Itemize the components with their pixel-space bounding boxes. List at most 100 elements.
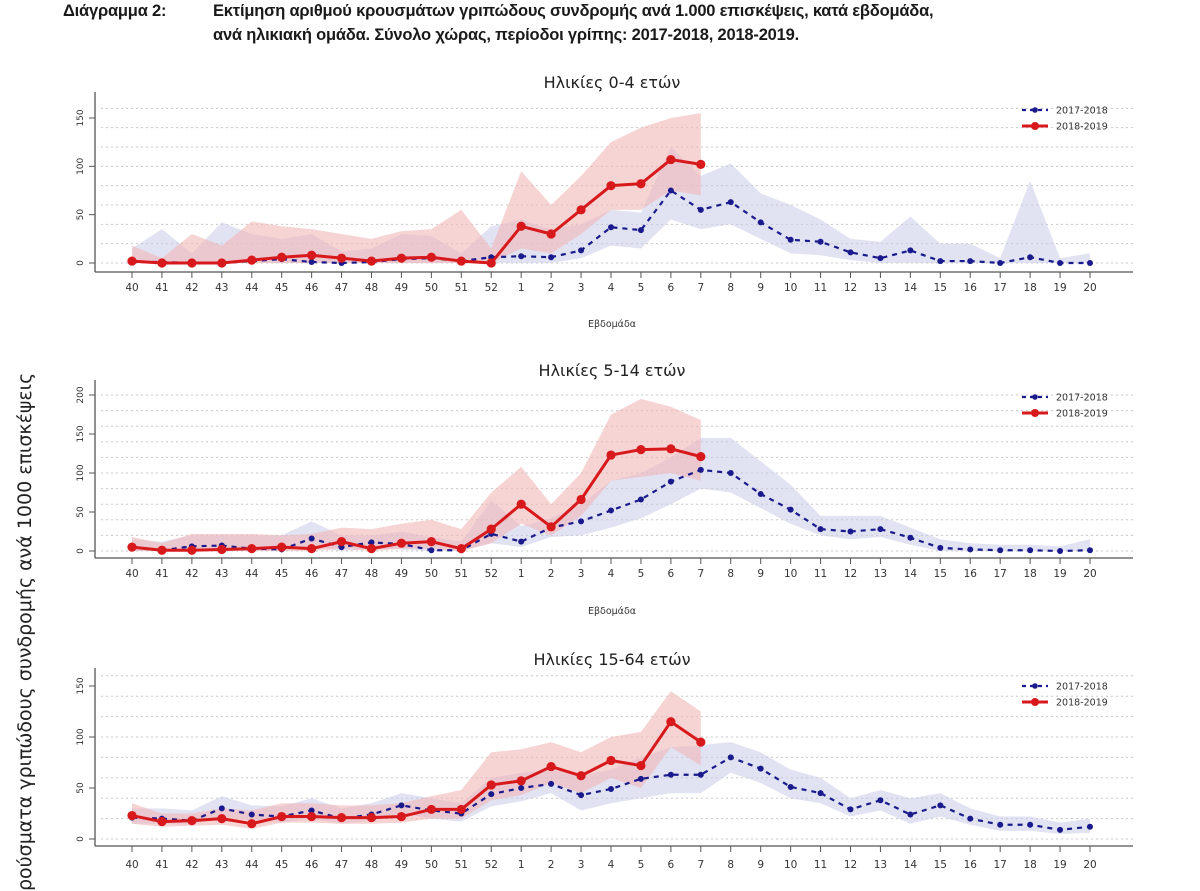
x-tick-label: 3 (578, 859, 585, 871)
data-point-2018-2019 (696, 159, 706, 169)
x-tick-label: 45 (275, 282, 288, 294)
x-tick-label: 18 (1023, 282, 1036, 294)
x-tick-label: 13 (874, 859, 887, 871)
data-point-2018-2019 (217, 814, 227, 824)
data-point-2017-2018 (847, 528, 854, 535)
legend-label: 2017-2018 (1056, 106, 1108, 117)
y-tick-label: 100 (76, 157, 86, 174)
x-tick-label: 5 (638, 859, 645, 871)
chart-title: Ηλικίες 5-14 ετών (539, 361, 686, 380)
x-tick-label: 11 (814, 282, 827, 294)
data-point-2018-2019 (486, 258, 496, 268)
x-tick-label: 13 (874, 282, 887, 294)
x-tick-label: 3 (578, 568, 585, 580)
x-tick-label: 5 (638, 568, 645, 580)
x-tick-label: 12 (844, 568, 857, 580)
x-tick-label: 20 (1083, 568, 1096, 580)
x-tick-label: 42 (185, 859, 198, 871)
x-tick-label: 1 (518, 859, 525, 871)
x-tick-label: 13 (874, 568, 887, 580)
data-point-2017-2018 (1087, 547, 1093, 554)
data-point-2017-2018 (1057, 260, 1064, 266)
data-point-2017-2018 (787, 506, 794, 513)
data-point-2017-2018 (578, 792, 585, 799)
x-tick-label: 48 (365, 568, 378, 580)
legend-label: 2017-2018 (1056, 682, 1108, 693)
x-tick-label: 4 (608, 568, 615, 580)
data-point-2017-2018 (997, 260, 1004, 266)
data-point-2017-2018 (1087, 823, 1093, 830)
x-tick-label: 7 (697, 568, 704, 580)
legend-swatch-marker (1032, 683, 1038, 689)
data-point-2018-2019 (127, 542, 137, 552)
legend: 2017-2018 2018-2019 (1022, 682, 1108, 709)
data-point-2018-2019 (366, 812, 377, 823)
x-tick-label: 9 (757, 282, 764, 294)
data-point-2017-2018 (667, 771, 674, 778)
data-point-2017-2018 (877, 797, 884, 804)
x-tick-label: 11 (814, 568, 827, 580)
x-tick-label: 17 (994, 568, 1007, 580)
x-tick-label: 49 (395, 859, 408, 871)
y-tick-label: 50 (76, 209, 86, 221)
x-tick-label: 40 (125, 859, 138, 871)
data-point-2018-2019 (546, 522, 556, 532)
series-line-2018-2019 (131, 720, 702, 826)
data-point-2017-2018 (608, 786, 614, 793)
x-tick-label: 40 (125, 568, 138, 580)
data-point-2017-2018 (1057, 826, 1064, 833)
y-tick-label: 100 (76, 728, 86, 745)
data-point-2017-2018 (937, 802, 944, 809)
x-tick-label: 7 (697, 859, 704, 871)
data-point-2018-2019 (456, 544, 466, 554)
x-tick-label: 4 (608, 859, 615, 871)
data-point-2017-2018 (1057, 548, 1064, 554)
x-tick-label: 16 (964, 859, 978, 871)
x-tick-label: 15 (934, 282, 947, 294)
x-tick-label: 18 (1023, 568, 1036, 580)
x-tick-label: 1 (518, 282, 525, 294)
data-point-2018-2019 (546, 229, 556, 239)
data-point-2017-2018 (308, 807, 315, 814)
y-tick-label: 150 (76, 677, 86, 694)
x-tick-label: 52 (485, 859, 498, 871)
legend-label: 2018-2019 (1056, 409, 1108, 420)
x-tick-label: 41 (155, 568, 168, 580)
x-tick-label: 44 (245, 282, 259, 294)
data-point-2018-2019 (666, 444, 676, 454)
x-tick-label: 8 (727, 568, 734, 580)
legend: 2017-2018 2018-2019 (1022, 393, 1108, 420)
data-point-2018-2019 (456, 256, 466, 266)
x-tick-label: 40 (125, 282, 138, 294)
confidence-band-2018-2019 (132, 113, 701, 264)
x-tick-label: 43 (215, 859, 228, 871)
chart-title: Ηλικίες 0-4 ετών (544, 73, 681, 92)
x-tick-label: 41 (155, 859, 168, 871)
data-point-2018-2019 (247, 819, 257, 829)
data-point-2017-2018 (697, 466, 704, 473)
data-point-2017-2018 (578, 247, 585, 254)
x-tick-label: 51 (455, 282, 468, 294)
y-tick-label: 0 (76, 548, 86, 554)
data-point-2018-2019 (606, 181, 616, 191)
series-line-2017-2018 (132, 189, 1090, 265)
data-point-2017-2018 (817, 238, 824, 245)
x-tick-label: 10 (784, 568, 797, 580)
data-point-2018-2019 (576, 205, 586, 215)
data-point-2018-2019 (336, 537, 347, 547)
data-point-2017-2018 (847, 249, 854, 256)
x-tick-label: 44 (245, 568, 259, 580)
data-point-2017-2018 (488, 791, 495, 798)
legend-swatch-marker (1031, 409, 1039, 417)
data-point-2018-2019 (187, 816, 197, 826)
data-point-2017-2018 (697, 206, 704, 213)
data-point-2018-2019 (426, 537, 436, 547)
x-tick-label: 2 (548, 568, 555, 580)
x-tick-label: 19 (1053, 568, 1066, 580)
figure-header: Διάγραμμα 2: Εκτίμηση αριθμού κρουσμάτων… (0, 0, 1200, 50)
series-line-2018-2019 (131, 158, 702, 265)
x-tick-label: 52 (485, 282, 498, 294)
x-tick-label: 46 (305, 568, 319, 580)
legend-label: 2018-2019 (1056, 698, 1108, 709)
